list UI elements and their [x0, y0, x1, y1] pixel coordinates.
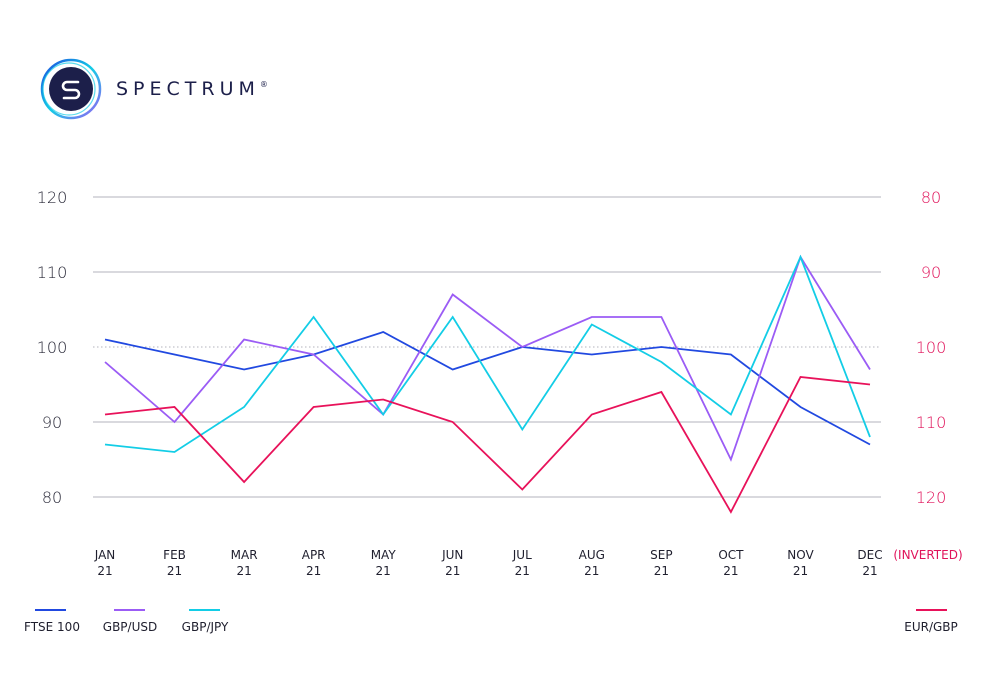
x-tick-year: 21: [167, 564, 182, 578]
x-tick-label: DEC: [857, 548, 882, 562]
x-tick-year: 21: [445, 564, 460, 578]
series-line-gbp-usd: [104, 254, 871, 462]
x-tick-label: JUN: [441, 548, 463, 562]
series-line-gbp-jpy: [104, 254, 871, 453]
brand-name: SPECTRUM®: [116, 78, 268, 100]
x-tick-year: 21: [584, 564, 599, 578]
grid-lines: [93, 196, 881, 498]
left-tick-label: 100: [37, 338, 68, 357]
x-tick-label: SEP: [650, 548, 672, 562]
right-tick-label: 80: [921, 188, 941, 207]
x-tick-year: 21: [97, 564, 112, 578]
series-line-eur-gbp: [104, 376, 871, 514]
x-axis-labels: JAN 21 FEB 21 MAR 21 APR 21 MAY 21 JUN 21 JUL 21 AUG 21…: [94, 548, 883, 578]
left-axis-ticks: 120 110 100 90 80: [37, 188, 68, 507]
x-tick-year: 21: [654, 564, 669, 578]
x-tick-year: 21: [515, 564, 530, 578]
x-tick-label: FEB: [163, 548, 186, 562]
right-tick-label: 90: [921, 263, 941, 282]
legend-label-ftse-100: FTSE 100: [24, 620, 80, 634]
x-tick-year: 21: [236, 564, 251, 578]
x-tick-label: JUL: [512, 548, 532, 562]
x-tick-year: 21: [376, 564, 391, 578]
left-tick-label: 90: [42, 413, 62, 432]
right-axis-inverted-label: (INVERTED): [893, 548, 962, 562]
legend: FTSE 100 GBP/USD GBP/JPY EUR/GBP: [24, 609, 958, 634]
x-tick-label: APR: [302, 548, 326, 562]
x-tick-label: AUG: [579, 548, 605, 562]
series-lines: [104, 254, 871, 514]
legend-label-eur-gbp: EUR/GBP: [904, 620, 958, 634]
x-tick-year: 21: [723, 564, 738, 578]
spectrum-s-logo-icon: [40, 58, 102, 120]
x-tick-label: OCT: [718, 548, 744, 562]
right-tick-label: 100: [916, 338, 947, 357]
x-tick-year: 21: [862, 564, 877, 578]
right-axis-ticks: 80 90 100 110 120: [916, 188, 947, 507]
legend-label-gbp-usd: GBP/USD: [103, 620, 157, 634]
x-tick-year: 21: [306, 564, 321, 578]
brand-logo: SPECTRUM®: [40, 58, 268, 120]
left-tick-label: 120: [37, 188, 68, 207]
legend-label-gbp-jpy: GBP/JPY: [182, 620, 229, 634]
series-line-ftse-100: [104, 331, 871, 446]
x-tick-year: 21: [793, 564, 808, 578]
left-tick-label: 110: [37, 263, 68, 282]
left-tick-label: 80: [42, 488, 62, 507]
right-tick-label: 120: [916, 488, 947, 507]
x-tick-label: MAY: [371, 548, 397, 562]
x-tick-label: MAR: [231, 548, 258, 562]
right-tick-label: 110: [916, 413, 947, 432]
x-tick-label: NOV: [787, 548, 814, 562]
x-tick-label: JAN: [94, 548, 116, 562]
